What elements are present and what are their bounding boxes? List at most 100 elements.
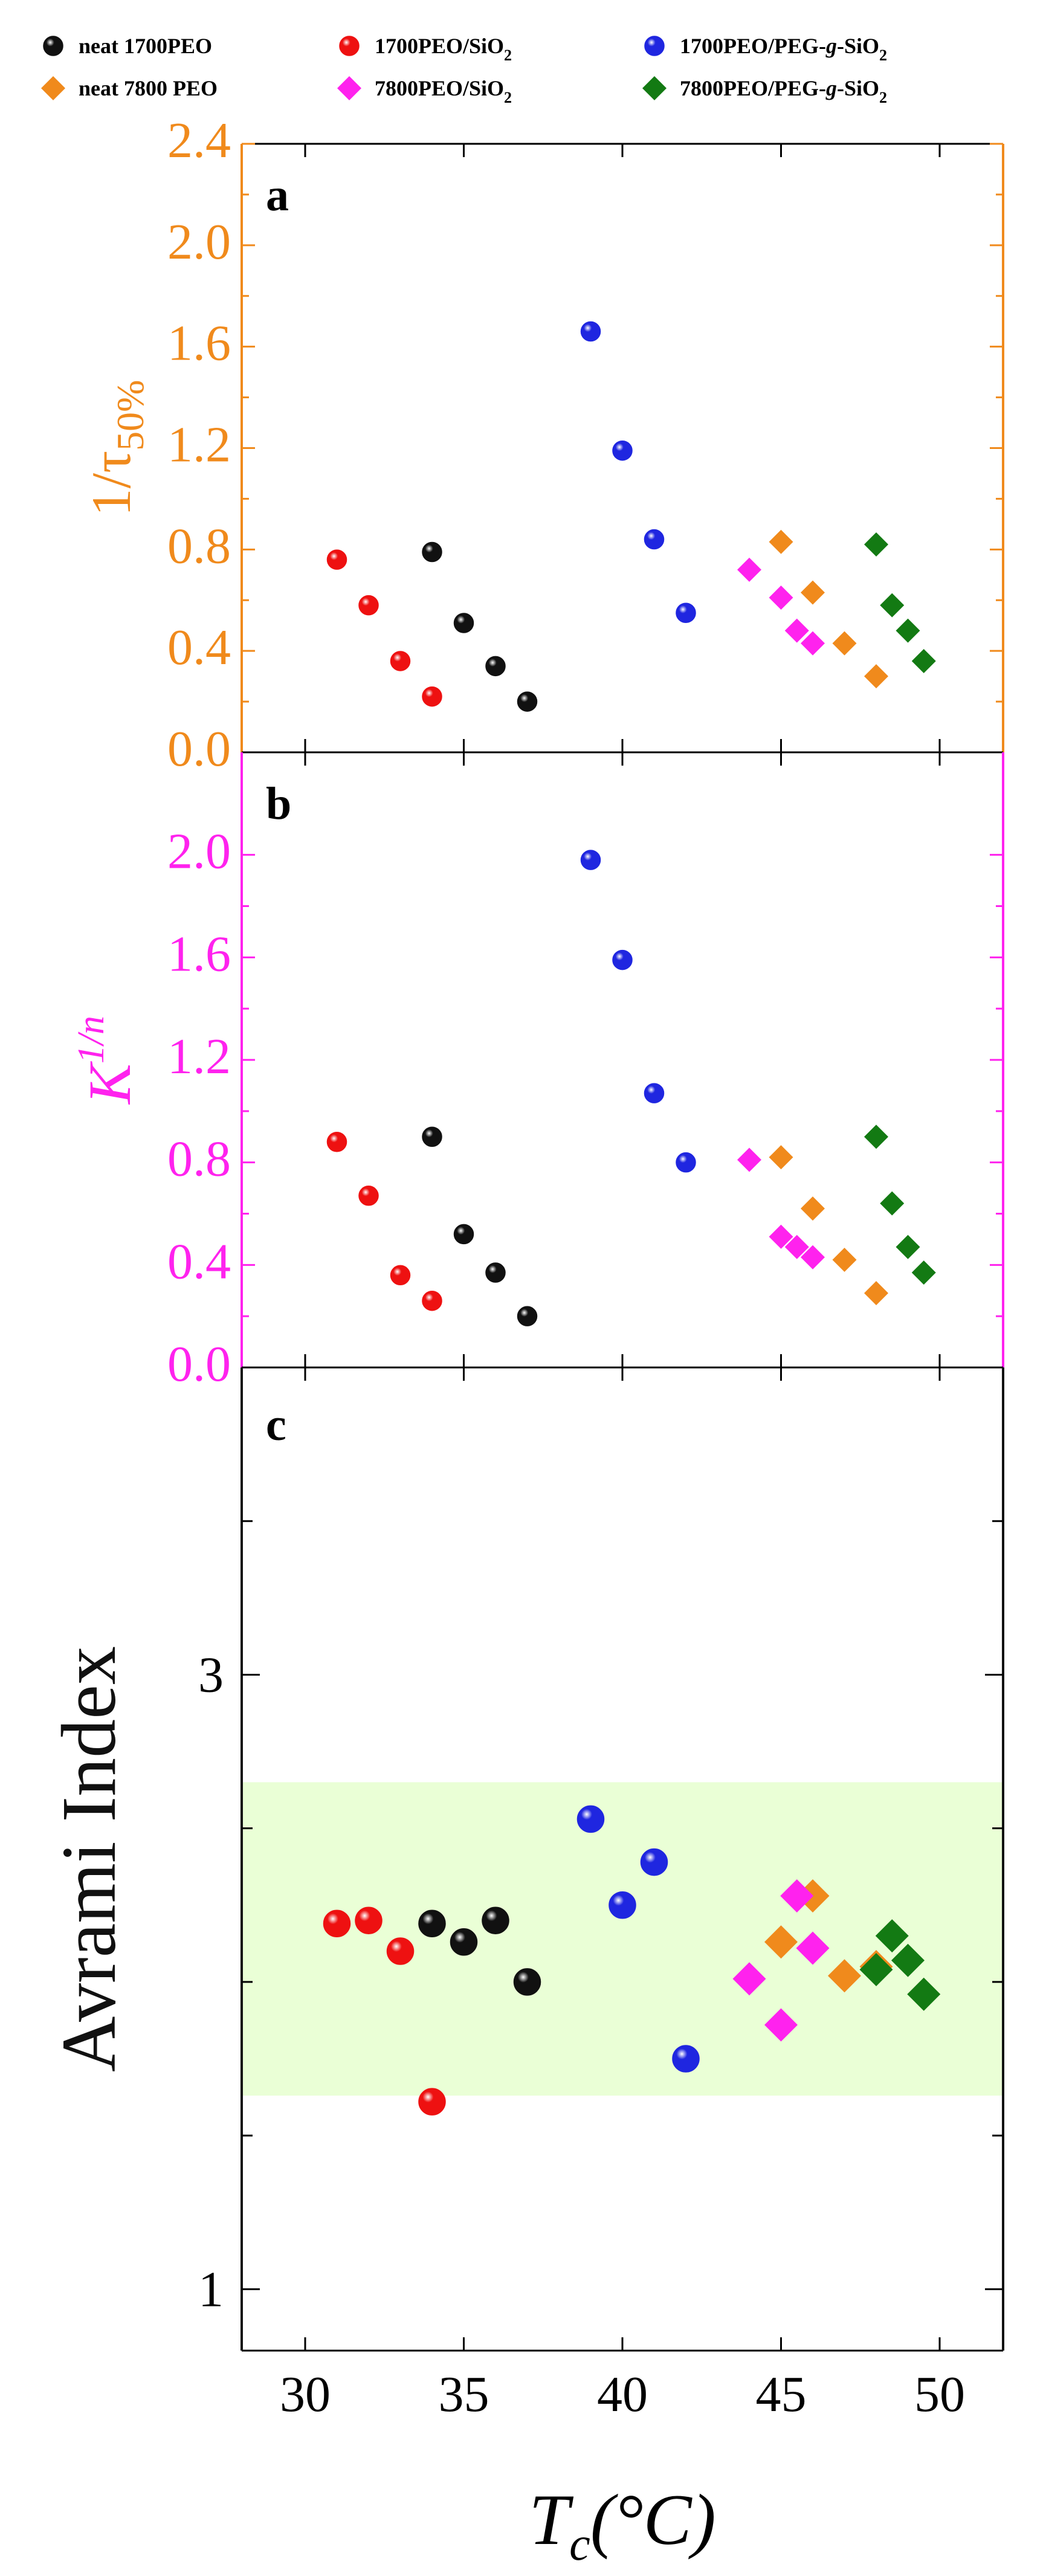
y-axis-label: 1/τ50% [80,380,152,517]
legend-item-7800peo-peg-sio2: 7800PEO/PEG-g-SiO2 [642,76,887,106]
data-point [323,1909,351,1938]
data-point [609,1891,636,1919]
y-tick-label: 0.0 [167,1336,231,1392]
data-point [896,1235,920,1259]
y-tick-label: 1.2 [167,417,231,473]
panel-letter-c: c [266,1399,286,1450]
data-point [644,1083,665,1103]
data-point [769,1145,793,1170]
data-point [875,1919,909,1953]
x-tick-label: 35 [439,2366,489,2423]
data-point [485,1262,506,1283]
series-7800peo-sio2 [737,1148,825,1270]
legend-label: 7800PEO/SiO2 [375,76,512,106]
data-point [880,593,905,618]
y-tick-label: 1.6 [167,315,231,372]
data-point [864,664,888,689]
panel-c: 1 3 c Avrami Index [46,1366,1004,2352]
data-point [612,440,633,461]
x-axis-label: 30 35 40 45 50 Tc(°C) [280,2366,965,2570]
data-point [784,1235,809,1259]
data-point [737,1148,761,1172]
y-tick-label: 0.8 [167,1131,231,1187]
panel-letter-b: b [266,778,291,829]
data-point [644,529,665,550]
series-7800peo-peg-g-sio2 [859,1919,941,2011]
y-tick-label: 3 [198,1647,224,1703]
data-point [676,1152,696,1173]
legend-label: neat 1700PEO [79,34,212,58]
data-point [784,618,809,643]
data-point [422,1290,442,1311]
series-1700peo-sio2 [323,1906,446,2116]
data-point [422,541,442,563]
legend-item-1700peo-peg-sio2: 1700PEO/PEG-g-SiO2 [644,34,887,64]
panel-b: 0.0 0.4 0.8 1.2 1.6 2.0 b K1/n [71,751,1004,1392]
data-point [358,1186,379,1206]
data-point [418,2088,446,2116]
y-tick-label: 2.0 [167,214,231,270]
series-neat-7800-peo [769,1145,888,1305]
data-point [580,321,601,342]
legend-marker [337,76,361,100]
panel-letter-a: a [266,170,289,221]
legend-label: 1700PEO/SiO2 [375,34,512,64]
data-point [864,1280,888,1305]
data-point [612,949,633,970]
panels: 0.0 0.4 0.8 1.2 1.6 2.0 2.4 a 1/τ50% 0.0 0.4 0.8 1.2… [46,112,1004,2352]
data-point [513,1968,541,1996]
data-point [801,1196,825,1221]
data-point [732,1962,766,1996]
legend-label: 1700PEO/PEG-g-SiO2 [680,34,887,64]
data-point [832,1247,857,1272]
legend-item-1700peo-sio2: 1700PEO/SiO2 [339,34,512,64]
series-neat-1700peo [422,1126,538,1326]
data-point [859,1953,893,1987]
data-point [769,529,793,554]
data-point [390,1265,411,1286]
data-point [832,631,857,656]
data-point [911,648,936,673]
data-point [769,1224,793,1249]
data-point [764,1925,798,1959]
legend-marker [644,36,665,56]
y-tick-label: 1.6 [167,926,231,982]
series-7800peo-peg-g-sio2 [864,532,936,673]
data-point [891,1943,925,1977]
series-neat-1700peo [422,541,538,712]
data-point [801,1245,825,1270]
data-point [422,686,442,707]
legend-marker [339,36,360,56]
data-point [676,602,696,623]
data-point [907,1977,941,2011]
series-1700peo-sio2 [326,549,442,707]
data-point [450,1928,478,1956]
legend-item-neat-1700peo: neat 1700PEO [43,34,212,58]
data-point [482,1906,509,1934]
series-1700peo-peg-g-sio2 [576,1805,700,2073]
data-point [801,580,825,605]
x-tick-label: 45 [756,2366,807,2423]
data-point [358,595,379,616]
data-point [386,1937,415,1965]
data-point [517,691,538,712]
series-7800peo-peg-g-sio2 [864,1125,936,1285]
data-point [864,532,888,557]
data-point [326,549,347,570]
legend-label: neat 7800 PEO [79,76,218,100]
data-point [828,1959,861,1993]
data-point [796,1931,830,1965]
data-point [453,613,474,633]
data-point [422,1126,442,1147]
data-point [640,1848,668,1876]
data-point [453,1224,474,1245]
data-point [326,1131,347,1152]
data-point [780,1879,814,1913]
legend-label: 7800PEO/PEG-g-SiO2 [680,76,887,106]
data-point [764,2008,798,2042]
data-point [355,1906,383,1934]
legend: neat 1700PEO 1700PEO/SiO2 1700PEO/PEG-g-Si… [41,34,887,106]
y-tick-label: 2.4 [167,112,231,169]
legend-item-7800peo-sio2: 7800PEO/SiO2 [337,76,512,106]
series-7800peo-sio2 [732,1879,830,2042]
